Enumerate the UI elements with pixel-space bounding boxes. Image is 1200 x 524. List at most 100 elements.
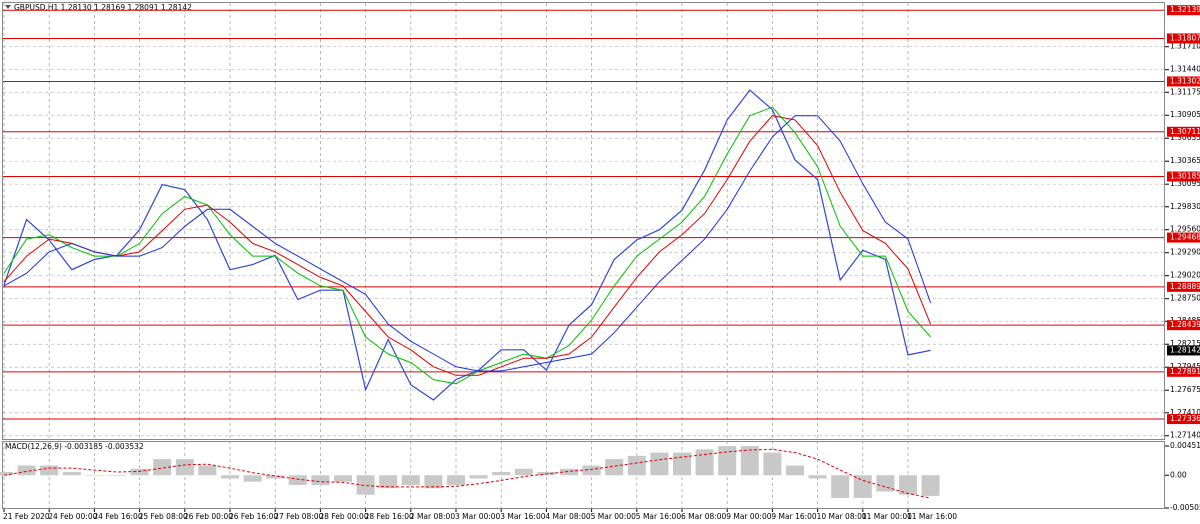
x-tick-label: 4 Mar 08:00: [545, 512, 591, 521]
x-tick-label: 27 Feb 08:00: [274, 512, 323, 521]
level-label-box: [1167, 5, 1200, 16]
y-tick-label: 1.31175: [1170, 87, 1200, 96]
series-line: [3, 448, 931, 499]
y-tick-label: 1.29020: [1170, 271, 1200, 280]
level-label-box: [1167, 281, 1200, 292]
x-tick-label: 9 Mar 00:00: [726, 512, 772, 521]
x-tick-label: 10 Mar 08:00: [817, 512, 867, 521]
level-label: 1.27891: [1170, 367, 1200, 376]
x-tick-label: 24 Feb 16:00: [93, 512, 142, 521]
y-tick-label: 1.27945: [1170, 362, 1200, 371]
level-label: 1.30185: [1170, 172, 1200, 181]
macd-bar: [899, 475, 917, 495]
level-label: 1.27336: [1170, 414, 1200, 423]
macd-bar: [695, 449, 714, 476]
level-label-box: [1167, 171, 1200, 182]
macd-bar: [243, 475, 262, 482]
macd-bar: [175, 459, 194, 476]
y-tick-label: 1.31440: [1170, 65, 1200, 74]
x-tick-label: 3 Mar 16:00: [500, 512, 546, 521]
macd-bar: [153, 459, 172, 476]
y-tick-label: 0.004516: [1170, 441, 1200, 450]
series-line: [3, 106, 931, 385]
macd-title: MACD(12,26,9) -0.003185 -0.003532: [5, 442, 144, 451]
macd-bar: [0, 472, 13, 476]
macd-bar: [582, 465, 601, 476]
level-label: 1.28439: [1170, 320, 1200, 329]
x-tick-label: 5 Mar 00:00: [591, 512, 637, 521]
macd-bar: [198, 465, 217, 476]
macd-bar: [560, 468, 578, 476]
last-price-label: 1.28142: [1170, 345, 1200, 354]
x-tick-label: 28 Feb 00:00: [319, 512, 368, 521]
macd-bar: [921, 475, 940, 496]
macd-bar: [469, 475, 488, 479]
level-label: 1.28889: [1170, 282, 1200, 291]
symbol-icon: [5, 5, 11, 9]
x-tick-label: 21 Feb 2020: [3, 512, 50, 521]
y-tick-label: 0.00: [1170, 470, 1187, 479]
macd-bar: [718, 446, 737, 476]
x-tick-label: 11 Mar 16:00: [907, 512, 957, 521]
macd-bar: [808, 475, 827, 479]
level-label-box: [1167, 414, 1200, 425]
level-label-box: [1167, 232, 1200, 243]
macd-bar: [763, 452, 782, 476]
macd-bar: [311, 475, 330, 485]
x-tick-label: 3 Mar 00:00: [455, 512, 501, 521]
level-label: 1.30711: [1170, 127, 1200, 136]
x-tick-label: 26 Feb 00:00: [184, 512, 233, 521]
macd-bar: [108, 475, 126, 476]
level-label: 1.31302: [1170, 76, 1200, 85]
y-tick-label: 1.30095: [1170, 179, 1200, 188]
macd-bar: [447, 475, 465, 485]
macd-bar: [853, 475, 872, 498]
last-price-box: [1167, 345, 1200, 356]
macd-bar: [492, 472, 511, 476]
level-label: 1.31807: [1170, 33, 1200, 42]
price-panel-frame: [2, 2, 1165, 440]
y-tick-label: 1.27140: [1170, 431, 1200, 440]
y-tick-label: 1.30905: [1170, 110, 1200, 119]
level-label-box: [1167, 33, 1200, 44]
x-tick-label: 28 Feb 16:00: [365, 512, 414, 521]
macd-bar: [266, 475, 285, 479]
y-tick-label: 1.30635: [1170, 133, 1200, 142]
y-tick-label: 1.29830: [1170, 202, 1200, 211]
x-tick-label: 24 Feb 00:00: [48, 512, 97, 521]
level-label: 1.32139: [1170, 5, 1200, 14]
macd-bar: [356, 475, 375, 495]
macd-bar: [740, 446, 759, 476]
macd-bar: [673, 452, 691, 476]
y-tick-label: 1.31710: [1170, 42, 1200, 51]
x-tick-label: 11 Mar 00:00: [862, 512, 912, 521]
chart-title: GBPUSD,H1 1.28130 1.28169 1.28091 1.2814…: [14, 3, 192, 12]
macd-bar: [627, 455, 646, 476]
macd-bar: [424, 475, 443, 489]
macd-bar: [786, 465, 804, 476]
macd-bar: [831, 475, 850, 498]
series-line: [3, 115, 932, 376]
y-tick-label: 1.30365: [1170, 156, 1200, 165]
y-tick-label: -0.005052: [1170, 503, 1200, 512]
y-tick-label: 1.29290: [1170, 248, 1200, 257]
macd-bar: [650, 452, 669, 476]
y-tick-label: 1.27410: [1170, 408, 1200, 417]
macd-bar: [221, 475, 239, 479]
y-tick-label: 1.29560: [1170, 225, 1200, 234]
y-tick-label: 1.28215: [1170, 339, 1200, 348]
level-label-box: [1167, 320, 1200, 331]
macd-bar: [40, 465, 59, 476]
macd-bar: [85, 475, 104, 476]
series-line: [3, 115, 932, 372]
level-label-box: [1167, 126, 1200, 137]
x-tick-label: 2 Mar 08:00: [410, 512, 456, 521]
x-tick-label: 25 Feb 08:00: [139, 512, 188, 521]
x-tick-label: 5 Mar 16:00: [636, 512, 682, 521]
macd-bar: [130, 468, 149, 476]
y-tick-label: 1.28750: [1170, 294, 1200, 303]
macd-bar: [514, 468, 533, 476]
